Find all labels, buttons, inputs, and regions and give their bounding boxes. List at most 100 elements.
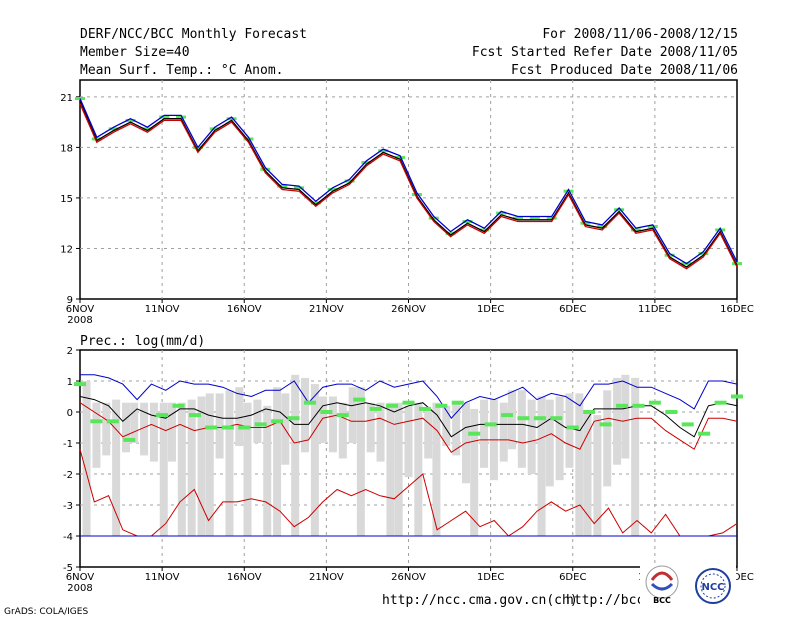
- precip-spread-box: [291, 374, 300, 536]
- precip-spread-box: [555, 396, 564, 481]
- precip-spread-box: [527, 399, 536, 474]
- precip-marker: [303, 400, 316, 405]
- precip-spread-box: [310, 384, 319, 536]
- member-size-text: Member Size=40: [80, 45, 190, 60]
- precip-marker: [320, 410, 333, 414]
- precip-spread-box: [263, 405, 272, 536]
- precip-spread-box: [517, 390, 526, 468]
- precip-marker: [517, 416, 530, 421]
- temperature-panel: 6NOV 11NOV 16NOV 21NOV 26NOV 1DEC 6DEC 11DEC 16D…: [60, 79, 754, 326]
- precip-marker: [386, 403, 399, 408]
- precip-marker: [435, 403, 448, 408]
- precip-spread-box: [386, 402, 395, 536]
- x-tick-sublabel: 2008: [67, 315, 92, 326]
- precip-spread-box: [159, 402, 168, 536]
- precip-spread-box: [215, 393, 224, 459]
- precip-spread-box: [319, 396, 328, 443]
- precip-spread-box: [452, 402, 461, 456]
- precip-spread-box: [424, 408, 433, 459]
- precip-spread-box: [575, 393, 584, 536]
- y-tick-label: 1: [67, 377, 73, 388]
- precip-marker: [106, 419, 119, 424]
- precip-series-line: [80, 374, 738, 420]
- precip-spread-box: [112, 399, 121, 536]
- precip-marker: [731, 394, 743, 399]
- x-tick-label: 6NOV: [66, 572, 95, 583]
- precip-marker: [254, 422, 267, 427]
- y-tick-label: 9: [67, 295, 73, 306]
- precip-marker: [468, 431, 481, 436]
- y-tick-label: 18: [60, 143, 73, 154]
- precip-marker: [550, 416, 563, 421]
- precip-marker: [369, 406, 382, 411]
- grads-credit: GrADS: COLA/IGES: [4, 607, 88, 617]
- precip-spread-box: [537, 396, 546, 536]
- precip-marker: [599, 422, 612, 427]
- x-tick-label: 11DEC: [638, 304, 672, 315]
- precip-spread-box: [442, 405, 451, 447]
- precip-series-line: [79, 402, 738, 453]
- precip-marker: [238, 425, 251, 430]
- x-tick-label: 16NOV: [227, 304, 262, 315]
- precip-marker: [698, 431, 711, 436]
- x-tick-label: 21NOV: [309, 572, 344, 583]
- precip-spread-box: [197, 396, 206, 536]
- precip-marker: [74, 382, 86, 387]
- precip-spread-box: [348, 387, 357, 443]
- y-tick-label: 15: [60, 194, 73, 205]
- produced-text: Fcst Produced Date 2008/11/06: [511, 63, 738, 78]
- precip-spread-box: [414, 402, 423, 536]
- precip-spread-box: [356, 387, 365, 536]
- precip-spread-box: [366, 402, 375, 453]
- precip-spread-box: [225, 390, 234, 536]
- precip-marker: [287, 416, 300, 421]
- precip-marker: [501, 413, 514, 418]
- logo-group: BCC NCC: [640, 563, 736, 613]
- x-tick-label: 6NOV: [66, 304, 95, 315]
- temp-series-line: [79, 98, 738, 265]
- precip-spread-box: [273, 387, 282, 536]
- plot-frame: [79, 79, 738, 300]
- precip-spread-box: [140, 402, 149, 456]
- x-tick-label: 16NOV: [227, 572, 262, 583]
- y-tick-label: 12: [60, 244, 73, 255]
- x-tick-label: 11NOV: [145, 572, 180, 583]
- precip-marker: [123, 437, 136, 442]
- x-tick-label: 11NOV: [145, 304, 180, 315]
- temp-series-line: [79, 99, 738, 268]
- precip-spread-box: [205, 393, 214, 536]
- precip-spread-box: [82, 381, 91, 536]
- y-tick-label: 2: [67, 346, 73, 357]
- precip-marker: [484, 422, 497, 427]
- precip-spread-box: [338, 402, 347, 459]
- precip-spread-box: [121, 402, 130, 453]
- precip-spread-box: [404, 405, 413, 478]
- precip-marker: [451, 400, 464, 405]
- precip-marker: [665, 410, 678, 414]
- precip-series-line: [79, 449, 738, 537]
- precip-marker: [205, 425, 218, 430]
- precip-spread-box: [603, 390, 612, 487]
- precip-marker: [188, 413, 201, 418]
- precip-marker: [156, 413, 169, 418]
- precip-marker: [616, 403, 629, 408]
- period-text: For 2008/11/06-2008/12/15: [542, 27, 738, 42]
- precip-marker: [648, 400, 661, 405]
- y-tick-label: 21: [60, 93, 73, 104]
- y-tick-label: -3: [63, 501, 73, 512]
- precip-spread-box: [631, 377, 640, 536]
- precip-spread-box: [432, 402, 441, 536]
- x-tick-label: 21NOV: [309, 304, 344, 315]
- precip-marker: [418, 406, 431, 411]
- precip-spread-box: [301, 377, 310, 453]
- ncc-url[interactable]: http://ncc.cma.gov.cn(ch): [382, 593, 578, 608]
- precip-spread-box: [102, 402, 111, 456]
- precip-spread-box: [187, 399, 196, 536]
- bcc-logo: [645, 565, 679, 599]
- precip-series-line: [79, 396, 738, 438]
- x-tick-label: 16DEC: [720, 572, 754, 583]
- precip-spread-box: [253, 399, 262, 443]
- bcc-url[interactable]: http://bcc.c: [566, 593, 660, 608]
- precip-spread-box: [470, 408, 479, 536]
